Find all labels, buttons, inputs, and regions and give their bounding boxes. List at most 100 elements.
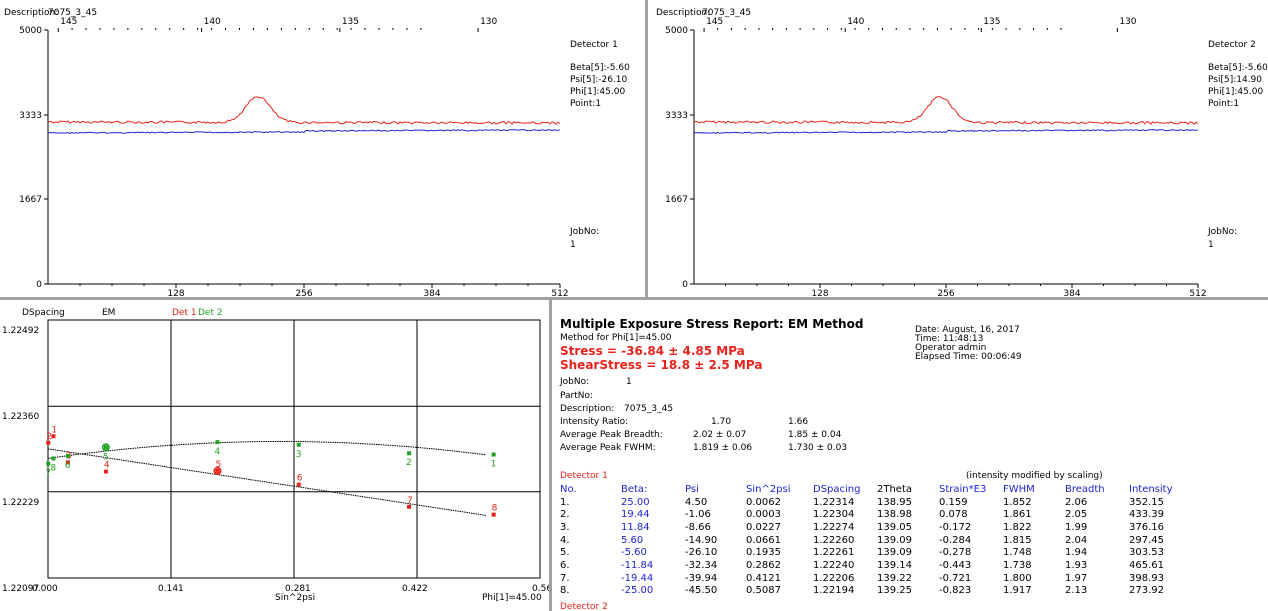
y-tick-label: 3333 [19,111,42,121]
partno-label: PartNo: [560,391,594,401]
table-cell: 1.99 [1065,521,1088,533]
det2-point [491,452,496,457]
det2-point [296,442,301,447]
phi-readout: Phi[1]:45.00 [570,87,626,97]
vertical-splitter-top[interactable] [645,0,648,297]
table-row: 5. -5.60 -26.10 0.1935 1.22261 139.09 -0.278 1.… [560,546,1189,559]
dspacing-legend-label: DSpacing [22,308,65,318]
peak-fwhm-det1: 1.819 ± 0.06 [693,443,753,453]
table-row: 2. 19.44 -1.06 0.0003 1.22304 138.98 0.078 1.86… [560,508,1189,521]
background-trace [693,129,1199,134]
table-cell: 0.0661 [746,534,781,546]
det2-point [65,453,70,458]
table-cell: -0.172 [939,521,972,533]
table-header-cell: Sin^2psi [746,483,791,495]
report-title: Multiple Exposure Stress Report: EM Meth… [560,317,864,331]
table-cell: 19.44 [621,509,650,521]
x-tick-label: 0.56 [532,584,549,594]
det2-point [46,461,51,466]
y-tick-label: 1667 [665,195,688,205]
table-cell: 1.738 [1003,559,1032,571]
table-header-cell: DSpacing [813,483,861,495]
table-cell: 0.0227 [746,521,781,533]
x-tick-label: 256 [937,289,954,297]
det2-point-label: 6 [65,461,71,471]
det1-legend-label: Det 1 [172,308,197,318]
phi-label: Phi[1]=45.00 [482,593,542,603]
det1-point [103,469,108,474]
table-cell: 7. [560,572,570,584]
dspacing-chart: 1234567812345678 [45,319,541,579]
detector-label: Detector 1 [570,40,618,50]
table-cell: 433.39 [1129,509,1164,521]
det1-point-label: 8 [492,504,498,514]
table-cell: -0.278 [939,547,972,559]
table-cell: 6. [560,559,570,571]
description-value: 7075_3_45 [48,8,98,18]
table-cell: 139.14 [877,559,912,571]
em-legend-label: EM [102,308,116,318]
top-tick-label: 135 [342,17,359,27]
detector1-table: No. Beta: Psi Sin^2psi DSpacing 2Theta Strain*… [560,483,1189,597]
table-cell: 3. [560,521,570,533]
table-cell: 2.06 [1065,496,1088,508]
det2-point-label: 7 [45,469,51,479]
psi-readout: Psi[5]:-26.10 [570,75,628,85]
report-time: Time: 11:48:13 [915,334,984,344]
y-tick-label: 5000 [665,26,688,36]
table-row: 7. -19.44 -39.94 0.4121 1.22206 139.22 -0.721 1… [560,572,1189,585]
report-method: Method for Phi[1]=45.00 [560,333,672,343]
jobno-label: JobNo: [570,227,600,237]
det2-point-label: 5 [103,452,109,462]
peak-fwhm-label: Average Peak FWHM: [560,443,656,453]
table-cell: -0.721 [939,572,972,584]
table-cell: 303.53 [1129,547,1164,559]
spectrum-panel-detector-1: Description: 7075_3_45 5000 3333 1667 0 128 2… [0,0,645,297]
detector2-heading: Detector 2 [560,602,608,611]
table-cell: 2.13 [1065,585,1088,597]
table-row: 1. 25.00 4.50 0.0062 1.22314 138.95 0.159 1.852… [560,496,1189,509]
spectrum-plot-detector-1: 5000 3333 1667 0 128 256 384 512 145 140 135 130 [19,17,569,297]
det1-point [296,482,301,487]
table-cell: -14.90 [685,534,718,546]
table-cell: 0.078 [939,509,968,521]
y-tick-label: 1.22492 [2,326,40,336]
stress-value: Stress = -36.84 ± 4.85 MPa [560,344,745,358]
table-cell: -5.60 [621,547,647,559]
horizontal-splitter[interactable] [0,297,1268,300]
psi-readout: Psi[5]:14.90 [1208,75,1263,85]
det1-point [65,460,70,465]
det1-point [215,468,220,473]
table-cell: 1.22260 [813,534,855,546]
det1-point-label: 6 [297,474,303,484]
table-cell: -32.34 [685,559,718,571]
table-cell: 1. [560,496,570,508]
table-cell: 376.16 [1129,521,1164,533]
table-cell: 0.159 [939,496,968,508]
table-header-cell: Beta: [621,483,648,495]
det2-point-label: 2 [406,458,412,468]
det1-point [46,440,51,445]
det2-point [103,445,108,450]
point-readout: Point:1 [570,99,602,109]
table-cell: 273.92 [1129,585,1164,597]
vertical-splitter-bottom[interactable] [549,300,552,611]
report-elapsed: Elapsed Time: 00:06:49 [915,352,1022,362]
table-cell: 139.05 [877,521,912,533]
det1-point [491,512,496,517]
x-tick-label: 512 [551,289,568,297]
table-cell: 139.25 [877,585,912,597]
description-label: Description: [4,8,59,18]
table-cell: 139.22 [877,572,912,584]
table-cell: 25.00 [621,496,650,508]
table-cell: 0.1935 [746,547,781,559]
table-cell: -1.06 [685,509,711,521]
shear-stress-value: ShearStress = 18.8 ± 2.5 MPa [560,358,763,372]
x-tick-label: 384 [423,289,440,297]
table-header-cell: Breadth [1065,483,1105,495]
table-header-cell: No. [560,483,577,495]
jobno-value: 1 [626,377,632,387]
table-cell: 1.748 [1003,547,1032,559]
table-cell: 139.09 [877,534,912,546]
y-tick-label: 3333 [665,111,688,121]
